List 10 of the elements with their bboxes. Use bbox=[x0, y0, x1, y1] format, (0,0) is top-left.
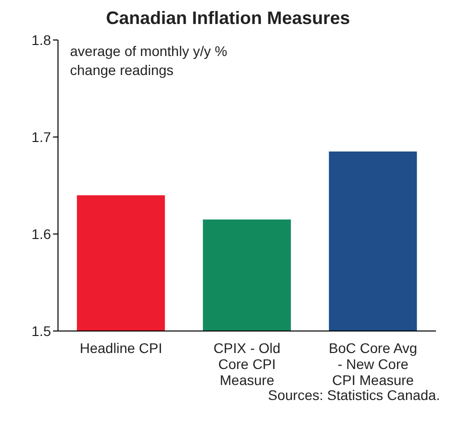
y-tick-label: 1.7 bbox=[32, 128, 52, 145]
x-tick-label: CPIX - Old Core CPI Measure bbox=[214, 340, 280, 388]
chart-title: Canadian Inflation Measures bbox=[104, 8, 352, 30]
source-note: Sources: Statistics Canada. bbox=[267, 387, 441, 403]
y-tick-label: 1.5 bbox=[32, 322, 52, 339]
x-tick-label: Headline CPI bbox=[80, 340, 162, 356]
y-tick-label: 1.6 bbox=[32, 226, 52, 242]
y-tick-label: 1.8 bbox=[32, 32, 52, 48]
x-tick-label: BoC Core Avg - New Core CPI Measure bbox=[328, 340, 418, 388]
annotation: average of monthly y/y % change readings bbox=[70, 42, 228, 80]
